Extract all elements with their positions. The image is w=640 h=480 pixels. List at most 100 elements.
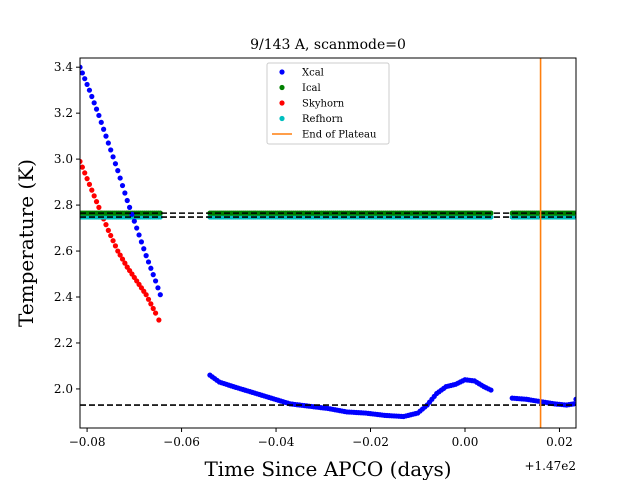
data-point-xcal bbox=[108, 147, 114, 153]
data-point-skyhorn bbox=[117, 252, 123, 258]
data-point-xcal bbox=[571, 401, 576, 407]
data-point-xcal bbox=[131, 218, 137, 224]
data-point-xcal bbox=[105, 140, 111, 146]
data-point-xcal bbox=[122, 190, 128, 196]
data-point-skyhorn bbox=[119, 256, 126, 262]
legend-label: Skyhorn bbox=[302, 99, 345, 110]
data-point-skyhorn bbox=[86, 181, 93, 187]
data-point-xcal bbox=[138, 239, 145, 245]
data-point-xcal bbox=[145, 259, 152, 265]
data-point-xcal bbox=[93, 106, 100, 112]
data-point-skyhorn bbox=[122, 260, 128, 266]
y-tick-label: 2.6 bbox=[54, 244, 73, 258]
y-tick-label: 3.2 bbox=[54, 106, 73, 120]
legend-label: Ical bbox=[302, 83, 321, 94]
data-point-ical bbox=[157, 210, 163, 216]
x-tick-label: −0.04 bbox=[258, 435, 295, 449]
data-point-skyhorn bbox=[80, 158, 83, 165]
data-point-xcal bbox=[80, 64, 83, 70]
data-point-skyhorn bbox=[112, 243, 119, 249]
x-tick-label: −0.02 bbox=[352, 435, 389, 449]
data-point-skyhorn bbox=[110, 238, 116, 244]
legend-marker-refhorn bbox=[279, 115, 285, 122]
data-point-xcal bbox=[134, 225, 140, 231]
data-point-skyhorn bbox=[143, 292, 149, 298]
data-point-skyhorn bbox=[115, 248, 121, 254]
y-tick-label: 3.0 bbox=[54, 152, 73, 166]
data-point-xcal bbox=[127, 204, 133, 210]
legend-marker-skyhorn bbox=[279, 100, 285, 106]
legend: Xcal Ical Skyhorn Refhorn End of Plateau bbox=[266, 62, 390, 145]
data-point-xcal bbox=[143, 253, 149, 259]
data-point-skyhorn bbox=[91, 193, 97, 199]
data-point-xcal bbox=[117, 175, 123, 181]
data-point-skyhorn bbox=[152, 310, 159, 316]
data-point-skyhorn bbox=[84, 176, 90, 182]
data-point-xcal bbox=[157, 292, 163, 298]
x-tick-label: −0.08 bbox=[69, 435, 106, 449]
series-skyhorn bbox=[80, 158, 162, 323]
legend-label: End of Plateau bbox=[302, 130, 377, 141]
data-point-skyhorn bbox=[108, 232, 114, 239]
data-point-xcal bbox=[80, 70, 85, 76]
data-point-xcal bbox=[141, 246, 147, 252]
data-point-xcal bbox=[96, 112, 102, 119]
data-point-xcal bbox=[573, 396, 576, 402]
data-point-xcal bbox=[82, 76, 88, 82]
data-point-xcal bbox=[98, 119, 104, 125]
data-point-xcal bbox=[148, 265, 154, 271]
y-tick-label: 2.2 bbox=[54, 336, 73, 350]
data-point-refhorn bbox=[157, 214, 163, 220]
x-offset-label: +1.47e2 bbox=[524, 459, 576, 473]
data-point-xcal bbox=[91, 100, 97, 106]
x-axis-label: Time Since APCO (days) bbox=[204, 457, 451, 480]
y-tick-label: 3.4 bbox=[54, 60, 73, 74]
data-point-xcal bbox=[136, 232, 142, 238]
x-tick-label: 0.00 bbox=[452, 435, 479, 449]
plot-area bbox=[80, 58, 576, 428]
y-axis-label: Temperature (K) bbox=[14, 159, 38, 327]
plot-frame bbox=[79, 57, 577, 429]
data-point-ical bbox=[573, 210, 576, 216]
x-axis: −0.08 −0.06 −0.04 −0.02 0.00 0.02 bbox=[69, 428, 573, 449]
legend-label: Xcal bbox=[302, 68, 324, 79]
data-point-xcal bbox=[115, 168, 121, 174]
data-point-skyhorn bbox=[89, 187, 95, 193]
data-point-refhorn bbox=[573, 214, 576, 220]
y-tick-label: 2.0 bbox=[54, 382, 73, 396]
data-point-skyhorn bbox=[82, 170, 88, 176]
legend-marker-ical bbox=[279, 84, 285, 91]
data-point-xcal bbox=[119, 182, 126, 189]
x-tick-label: −0.06 bbox=[163, 435, 200, 449]
data-point-xcal bbox=[112, 161, 119, 167]
data-point-xcal bbox=[155, 285, 161, 291]
y-axis: 2.0 2.2 2.4 2.6 2.8 3.0 3.2 3.4 bbox=[54, 60, 80, 396]
data-point-skyhorn bbox=[148, 301, 154, 307]
x-tick-label: 0.02 bbox=[546, 435, 573, 449]
data-point-xcal bbox=[152, 278, 159, 284]
data-point-xcal bbox=[124, 197, 130, 204]
y-tick-label: 2.4 bbox=[54, 290, 73, 304]
data-point-skyhorn bbox=[93, 199, 100, 205]
data-point-xcal bbox=[150, 271, 156, 278]
data-point-skyhorn bbox=[96, 204, 102, 210]
data-point-xcal bbox=[488, 387, 494, 393]
data-point-skyhorn bbox=[105, 227, 111, 233]
chart-title: 9/143 A, scanmode=0 bbox=[250, 37, 406, 53]
data-point-skyhorn bbox=[103, 222, 109, 228]
legend-box bbox=[266, 62, 390, 145]
data-point-xcal bbox=[103, 133, 109, 139]
y-tick-label: 2.8 bbox=[54, 198, 73, 212]
data-point-xcal bbox=[86, 87, 93, 93]
legend-marker-xcal bbox=[279, 69, 285, 75]
data-point-xcal bbox=[101, 126, 107, 132]
data-point-xcal bbox=[84, 81, 90, 88]
data-point-xcal bbox=[110, 154, 116, 160]
data-point-skyhorn bbox=[156, 317, 162, 323]
data-point-skyhorn bbox=[145, 296, 152, 302]
data-point-skyhorn bbox=[80, 164, 85, 170]
legend-label: Refhorn bbox=[302, 114, 343, 125]
data-point-skyhorn bbox=[150, 305, 156, 312]
data-point-xcal bbox=[89, 93, 95, 100]
